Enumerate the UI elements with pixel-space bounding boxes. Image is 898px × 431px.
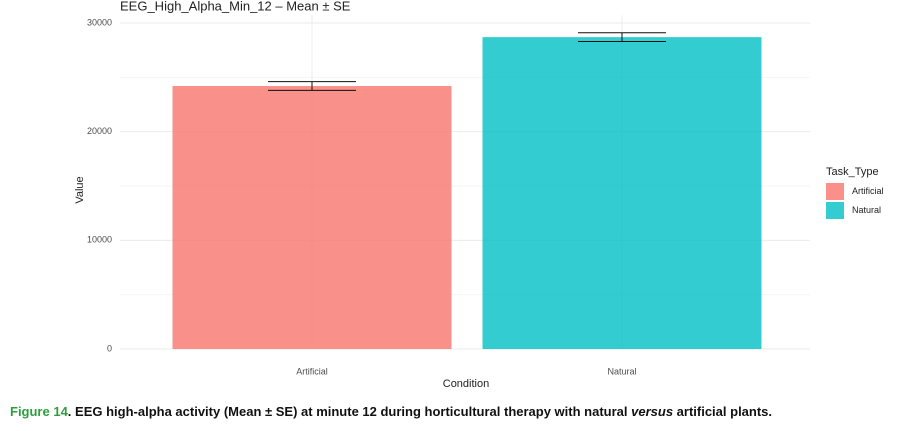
legend-title: Task_Type [826, 166, 879, 178]
y-tick-label: 10000 [87, 235, 112, 245]
legend-swatch [826, 183, 844, 200]
bar [172, 86, 452, 349]
chart: EEG_High_Alpha_Min_12 – Mean ± SE Condit… [74, 0, 884, 390]
legend-label: Natural [852, 205, 881, 215]
y-axis-label: Value [74, 176, 86, 203]
x-tick-label: Natural [607, 366, 636, 376]
y-tick-label: 0 [107, 343, 112, 353]
caption-label: Figure 14 [10, 404, 68, 419]
bar [482, 37, 762, 349]
y-tick-label: 30000 [87, 17, 112, 27]
legend-swatch [826, 202, 844, 219]
chart-title: EEG_High_Alpha_Min_12 – Mean ± SE [120, 0, 351, 13]
caption-text: . EEG high-alpha activity (Mean ± SE) at… [67, 404, 632, 419]
caption-emphasis: versus [631, 404, 674, 419]
x-tick-label: Artificial [296, 366, 328, 376]
caption-end: artificial plants. [673, 404, 773, 419]
x-axis-label: Condition [443, 378, 489, 390]
caption: Figure 14. EEG high-alpha activity (Mean… [10, 404, 772, 419]
legend-label: Artificial [852, 186, 884, 196]
y-tick-label: 20000 [87, 126, 112, 136]
